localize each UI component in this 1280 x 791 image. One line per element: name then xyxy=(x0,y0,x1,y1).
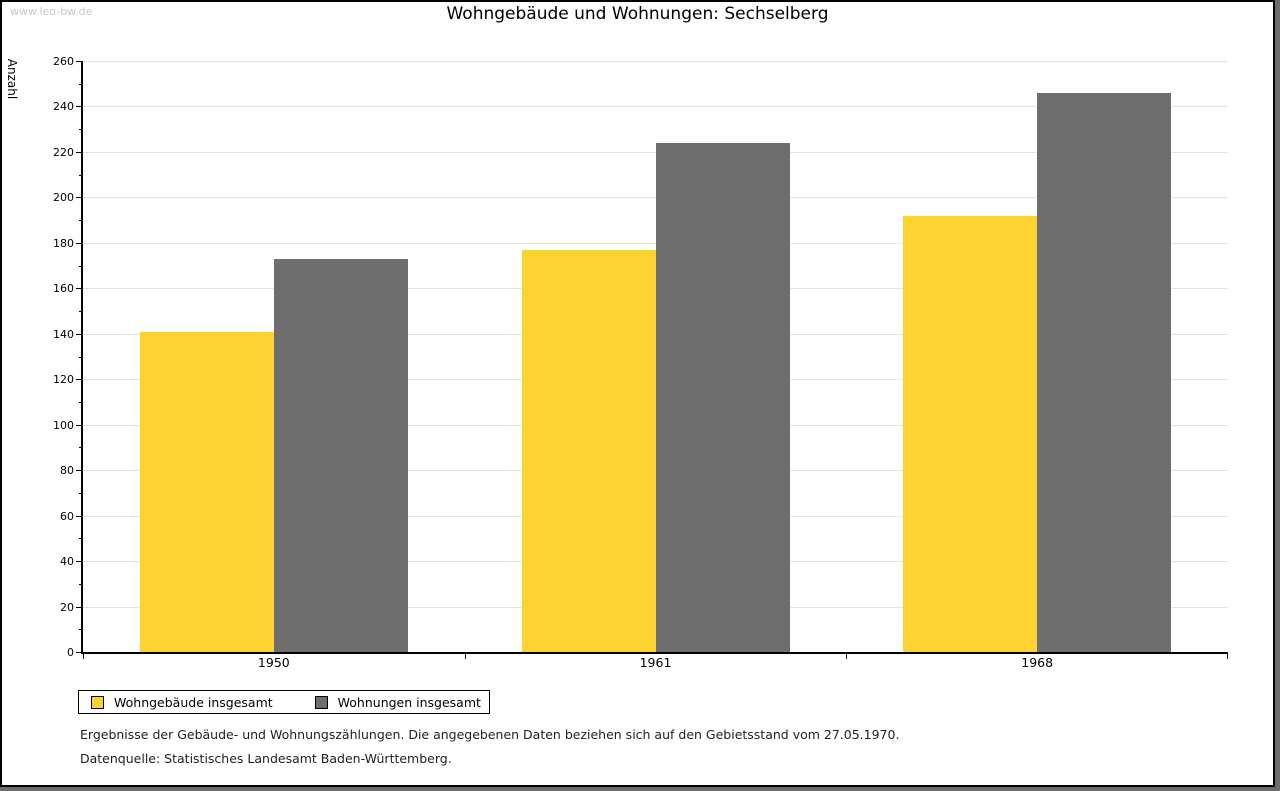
y-tick-label-60: 60 xyxy=(60,509,74,523)
bar-1968-series1 xyxy=(1037,92,1172,652)
y-major-tick-200 xyxy=(76,197,83,199)
footer-source: Datenquelle: Statistisches Landesamt Bad… xyxy=(80,751,452,766)
y-minor-tick-190 xyxy=(79,220,83,222)
y-minor-tick-150 xyxy=(79,311,83,313)
x-tick-0 xyxy=(83,654,84,659)
x-category-label-1968: 1968 xyxy=(1021,655,1054,670)
y-major-tick-220 xyxy=(76,151,83,153)
y-tick-label-0: 0 xyxy=(67,646,74,659)
legend-item-wohngebaeude: Wohngebäude insgesamt xyxy=(91,695,273,710)
y-minor-tick-250 xyxy=(79,83,83,85)
y-minor-tick-70 xyxy=(79,492,83,494)
y-minor-tick-170 xyxy=(79,265,83,267)
y-tick-label-160: 160 xyxy=(53,282,74,296)
bar-1968-series0 xyxy=(903,215,1038,652)
x-category-label-1950: 1950 xyxy=(257,655,290,670)
bar-1950-series1 xyxy=(273,258,408,652)
chart-title: Wohngebäude und Wohnungen: Sechselberg xyxy=(446,4,829,24)
bar-1950-series0 xyxy=(139,331,274,652)
y-tick-label-100: 100 xyxy=(53,418,74,432)
y-major-tick-120 xyxy=(76,379,83,381)
y-major-tick-20 xyxy=(76,606,83,608)
y-major-tick-60 xyxy=(76,515,83,517)
watermark: www.leo-bw.de xyxy=(10,5,93,18)
y-major-tick-240 xyxy=(76,106,83,108)
gridline-240 xyxy=(83,106,1228,108)
y-minor-tick-230 xyxy=(79,129,83,131)
legend-label: Wohnungen insgesamt xyxy=(337,694,481,710)
plot-inner xyxy=(83,61,1228,652)
y-tick-label-120: 120 xyxy=(53,373,74,387)
y-tick-label-40: 40 xyxy=(60,555,74,569)
y-tick-label-260: 260 xyxy=(53,55,74,68)
x-tick-3 xyxy=(1227,654,1228,659)
y-major-tick-100 xyxy=(76,424,83,426)
y-tick-label-20: 20 xyxy=(60,600,74,614)
y-major-tick-140 xyxy=(76,333,83,335)
legend: Wohngebäude insgesamt Wohnungen insgesam… xyxy=(78,690,490,714)
y-tick-label-220: 220 xyxy=(53,145,74,159)
legend-swatch-gray xyxy=(314,695,328,709)
y-minor-tick-10 xyxy=(79,629,83,631)
y-tick-label-180: 180 xyxy=(53,236,74,250)
y-major-tick-40 xyxy=(76,561,83,563)
y-tick-label-140: 140 xyxy=(53,327,74,341)
y-minor-tick-50 xyxy=(79,538,83,540)
y-minor-tick-110 xyxy=(79,401,83,403)
bar-1961-series0 xyxy=(521,249,656,652)
x-category-label-1961: 1961 xyxy=(639,655,672,670)
y-axis-title: Anzahl xyxy=(5,58,19,100)
legend-item-wohnungen: Wohnungen insgesamt xyxy=(314,694,481,710)
y-major-tick-0 xyxy=(76,652,83,653)
plot-area xyxy=(81,61,1228,654)
y-major-tick-180 xyxy=(76,242,83,244)
gridline-260 xyxy=(83,61,1228,62)
footer-note: Ergebnisse der Gebäude- und Wohnungszähl… xyxy=(80,727,900,742)
y-minor-tick-210 xyxy=(79,174,83,176)
legend-label: Wohngebäude insgesamt xyxy=(114,694,273,710)
y-major-tick-80 xyxy=(76,470,83,472)
legend-swatch-yellow xyxy=(91,695,104,709)
y-minor-tick-90 xyxy=(79,447,83,449)
y-major-tick-260 xyxy=(76,61,83,62)
x-tick-1 xyxy=(465,654,466,659)
y-minor-tick-130 xyxy=(79,356,83,358)
y-major-tick-160 xyxy=(76,288,83,290)
bar-1961-series1 xyxy=(655,142,790,652)
y-tick-label-200: 200 xyxy=(53,191,74,205)
y-minor-tick-30 xyxy=(79,583,83,585)
x-tick-2 xyxy=(846,654,847,659)
y-tick-label-80: 80 xyxy=(60,464,74,478)
y-tick-label-240: 240 xyxy=(53,100,74,114)
